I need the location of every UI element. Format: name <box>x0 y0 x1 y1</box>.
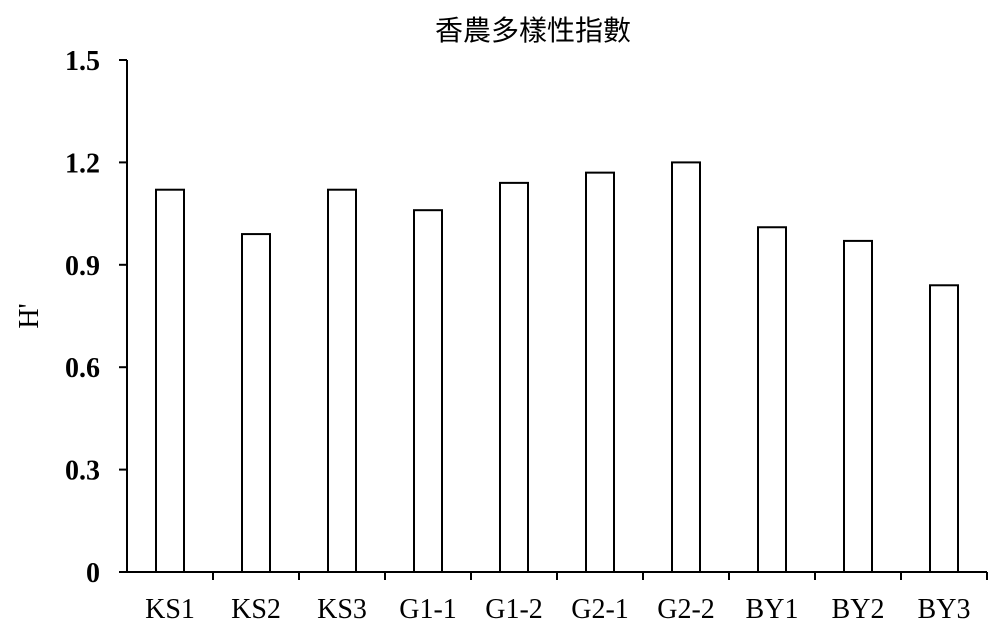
x-tick-label: BY2 <box>832 594 885 625</box>
bar-g2-2 <box>671 161 701 573</box>
y-tick-label: 0.9 <box>65 251 100 282</box>
x-tick-label: G1-1 <box>399 594 457 625</box>
bars-group <box>155 161 959 574</box>
y-tick-label: 0.3 <box>65 456 100 487</box>
bar-by3 <box>929 284 959 573</box>
x-tick-label: BY1 <box>746 594 799 625</box>
x-tick-label: KS2 <box>231 594 281 625</box>
y-ticks-group: 0 0.3 0.6 0.9 1.2 1.5 <box>65 46 127 589</box>
x-tick-label: KS1 <box>145 594 195 625</box>
bar-by1 <box>757 226 787 573</box>
bar-ks1 <box>155 188 185 573</box>
y-tick-label: 1.5 <box>65 46 100 77</box>
bar-ks2 <box>241 233 271 574</box>
x-tick-label: G2-1 <box>571 594 629 625</box>
y-tick-label: 0.6 <box>65 353 100 384</box>
x-ticks-group: KS1 KS2 KS3 G1-1 G1-2 G2-1 G2-2 BY1 BY2 BY3 <box>145 572 988 625</box>
chart-title: 香農多樣性指數 <box>435 14 631 47</box>
x-tick-label: G1-2 <box>485 594 543 625</box>
bar-g1-1 <box>413 209 443 573</box>
x-tick-label: KS3 <box>317 594 367 625</box>
y-tick-label: 0 <box>86 558 100 589</box>
bar-g2-1 <box>585 171 615 573</box>
bar-g1-2 <box>499 181 529 573</box>
y-tick-label: 1.2 <box>65 148 100 179</box>
bar-by2 <box>843 239 873 573</box>
x-tick-label: BY3 <box>918 594 971 625</box>
x-tick-label: G2-2 <box>657 594 715 625</box>
y-axis-label: H' <box>14 303 45 328</box>
bar-ks3 <box>327 188 357 573</box>
